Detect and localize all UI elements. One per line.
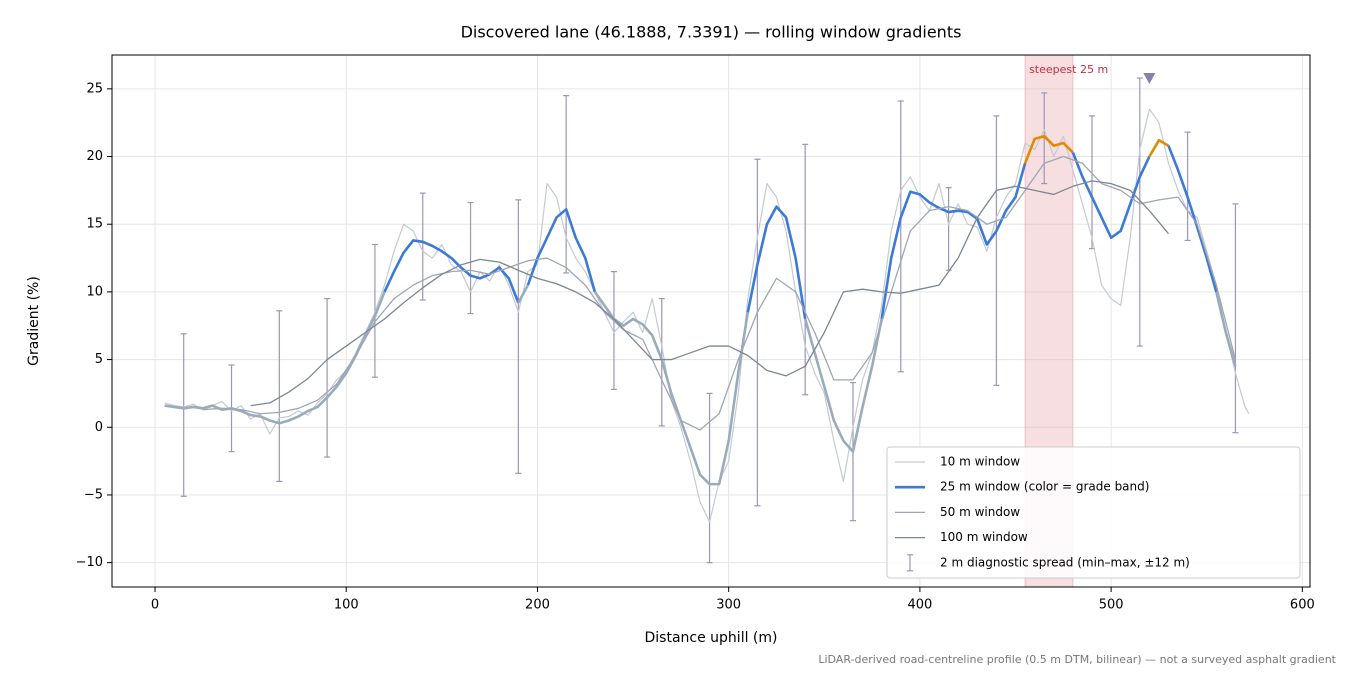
error-bar <box>802 143 809 396</box>
plot-area <box>164 73 1250 564</box>
error-bar <box>754 158 761 507</box>
error-bar <box>610 270 617 390</box>
legend-box <box>886 446 1301 579</box>
highlight-label: steepest 25 m <box>1029 63 1108 76</box>
error-bar <box>1041 92 1048 185</box>
line-segment <box>803 318 883 453</box>
line-segment <box>526 208 597 293</box>
line-segment <box>383 239 520 304</box>
y-tick-label: 20 <box>86 149 103 164</box>
x-tick-label: 0 <box>151 598 159 613</box>
y-tick-label: 25 <box>86 81 103 96</box>
line-segment <box>1215 291 1237 367</box>
y-axis-label: Gradient (%) <box>26 276 42 366</box>
y-tick-label: −5 <box>84 487 103 502</box>
y-tick-label: 0 <box>95 420 103 435</box>
error-bar <box>1184 131 1191 242</box>
x-axis-label: Distance uphill (m) <box>645 630 778 646</box>
error-bar <box>419 192 426 301</box>
line-segment <box>1071 151 1151 240</box>
steepest-marker <box>1143 73 1156 85</box>
y-tick-label: 5 <box>95 352 103 367</box>
x-tick-label: 400 <box>907 598 932 613</box>
x-tick-label: 300 <box>716 598 741 613</box>
x-tick-label: 500 <box>1099 598 1124 613</box>
error-bar <box>897 100 904 373</box>
y-tick-label: −10 <box>76 555 103 570</box>
line-segment <box>1023 134 1074 164</box>
chart-title: Discovered lane (46.1888, 7.3391) — roll… <box>461 23 962 42</box>
line <box>250 180 1169 407</box>
line-segment <box>880 162 1027 320</box>
error-bar <box>563 95 570 274</box>
error-bar <box>276 310 283 483</box>
legend-label: 100 m window <box>940 530 1028 544</box>
error-bar <box>945 187 952 271</box>
legend-label: 2 m diagnostic spread (min–max, ±12 m) <box>940 555 1190 569</box>
y-tick-label: 10 <box>86 284 103 299</box>
legend-swatch <box>907 554 913 572</box>
legend-label: 25 m window (color = grade band) <box>940 480 1149 494</box>
error-bar <box>324 298 331 458</box>
error-bar <box>467 201 474 315</box>
error-bar <box>180 333 187 497</box>
footnote: LiDAR-derived road-centreline profile (0… <box>818 653 1336 666</box>
legend-label: 10 m window <box>940 455 1020 469</box>
error-bar <box>1136 77 1143 347</box>
error-bar <box>1232 203 1239 434</box>
line <box>202 155 1237 431</box>
y-tick-label: 15 <box>86 217 103 232</box>
legend-label: 50 m window <box>940 505 1020 519</box>
line-segment <box>1167 145 1218 293</box>
line-segment <box>1148 138 1170 158</box>
x-tick-label: 600 <box>1290 598 1315 613</box>
x-tick-label: 100 <box>334 598 359 613</box>
axes-frame <box>111 54 1311 588</box>
line-segment <box>593 291 750 486</box>
error-bar <box>993 115 1000 386</box>
line-segment <box>746 205 807 320</box>
x-tick-label: 200 <box>525 598 550 613</box>
line-segment <box>164 291 386 425</box>
line-segment <box>517 284 530 304</box>
legend: 10 m window 25 m window (color = grade ba… <box>886 446 1301 579</box>
error-bar <box>515 199 522 474</box>
